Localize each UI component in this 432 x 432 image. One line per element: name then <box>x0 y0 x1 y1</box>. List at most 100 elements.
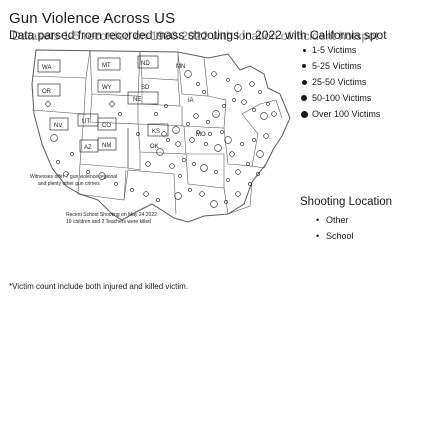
location-label: Other <box>326 215 349 225</box>
incident-marker <box>226 78 230 82</box>
bullet-icon: • <box>316 231 320 241</box>
state-labels: WA MT ND MN OR SD WY NE IA NV UT CO KS M… <box>42 61 206 151</box>
legend-label: 25-50 Victims <box>312 77 367 87</box>
incident-marker <box>143 191 149 197</box>
incident-marker <box>45 101 51 107</box>
state-borders <box>31 49 283 215</box>
state-label: KS <box>152 129 160 135</box>
state-label: OK <box>150 144 159 150</box>
incident-marker <box>235 191 241 197</box>
legend-marker-icon <box>301 79 307 85</box>
state-label: ND <box>141 61 150 67</box>
incident-marker <box>189 137 195 143</box>
incident-marker <box>70 152 74 156</box>
incident-marker <box>196 130 200 134</box>
incident-marker <box>258 90 262 94</box>
incident-marker <box>188 188 192 192</box>
incident-marker <box>241 99 247 105</box>
incident-marker <box>234 84 242 92</box>
incident-marker <box>172 126 180 134</box>
state-label: MT <box>102 63 111 69</box>
annotation-west-2: and plenty other gun crimes <box>38 181 100 187</box>
incident-marker <box>256 150 264 158</box>
state-label: WA <box>42 65 51 71</box>
incident-marker <box>208 132 212 136</box>
incident-marker <box>248 182 252 186</box>
incident-marker <box>145 161 151 167</box>
legend-marker-icon <box>300 110 308 118</box>
legend-marker-icon <box>302 48 306 52</box>
incident-marker <box>229 151 235 157</box>
incident-marker <box>114 182 118 186</box>
subtitle-layer-b: Datasets 1-5 recorded on 1980-2022 with … <box>12 29 379 43</box>
incident-marker <box>130 188 134 192</box>
incident-marker <box>169 163 175 169</box>
incident-marker <box>211 71 217 77</box>
legend-label: 50-100 Victims <box>312 93 372 103</box>
annotation-school: Recent School Shooting on May 24 2022 <box>66 212 157 218</box>
incident-marker <box>226 178 230 182</box>
incident-marker <box>196 82 200 86</box>
incident-marker <box>200 164 208 172</box>
incident-marker <box>156 148 164 156</box>
state-label: CO <box>102 123 111 129</box>
incident-marker <box>182 158 186 162</box>
incident-marker <box>212 110 220 118</box>
incident-marker <box>192 162 196 166</box>
state-label: AZ <box>84 145 92 151</box>
footnote: *Victim count include both injured and k… <box>9 282 189 291</box>
incident-marker <box>260 112 268 120</box>
state-label: OR <box>42 89 52 95</box>
incident-marker <box>118 112 122 116</box>
state-label: SD <box>141 85 150 91</box>
map-annotations: Witnesses offer 7 gun violence regional … <box>30 174 157 225</box>
incident-marker <box>232 98 236 102</box>
incident-marker <box>98 172 106 180</box>
incident-marker <box>50 134 58 142</box>
legend-marker-icon <box>302 64 306 68</box>
incident-marker <box>240 142 244 146</box>
incident-marker <box>109 101 115 107</box>
legend-label: Over 100 Victims <box>312 109 381 119</box>
incident-marker <box>178 174 182 178</box>
incident-marker <box>63 171 69 177</box>
incident-marker <box>204 142 208 146</box>
incident-marker <box>252 138 256 142</box>
incident-marker <box>166 138 170 142</box>
incident-marker <box>220 130 224 134</box>
state-label: MN <box>176 64 185 70</box>
incident-marker <box>206 120 210 124</box>
legend-marker-icon <box>301 95 307 101</box>
annotation-school-2: 19 children and 2 Teachers were killed <box>66 219 151 225</box>
incident-marker <box>214 170 218 174</box>
incident-marker <box>56 160 60 164</box>
incident-marker <box>224 200 228 204</box>
incident-marker <box>175 141 181 147</box>
incident-marker <box>164 104 168 108</box>
incident-marker <box>252 108 256 112</box>
incident-marker <box>193 113 199 119</box>
incident-marker <box>174 192 182 200</box>
location-legend-title: Shooting Location <box>300 196 393 208</box>
incident-marker <box>86 170 90 174</box>
incident-marker <box>249 81 255 87</box>
legend-label: 1-5 Victims <box>312 45 357 55</box>
incident-marker <box>161 131 167 137</box>
incident-marker <box>235 169 241 175</box>
incident-marker <box>199 191 205 197</box>
incident-marker <box>224 136 232 144</box>
incident-marker <box>246 162 250 166</box>
incident-marker <box>184 70 192 78</box>
us-map: WA MT ND MN OR SD WY NE IA NV UT CO KS M… <box>28 44 308 274</box>
location-label: School <box>326 231 354 241</box>
incident-marker <box>186 122 190 126</box>
incident-hotspots <box>45 70 277 208</box>
incident-marker <box>222 104 226 108</box>
incident-marker <box>256 172 260 176</box>
annotation-west: Witnesses offer 7 gun violence regional <box>30 174 117 180</box>
bullet-icon: • <box>316 215 320 225</box>
incident-marker <box>156 198 160 202</box>
incident-marker <box>154 112 158 116</box>
state-label: NV <box>54 123 62 129</box>
incident-marker <box>271 111 277 117</box>
